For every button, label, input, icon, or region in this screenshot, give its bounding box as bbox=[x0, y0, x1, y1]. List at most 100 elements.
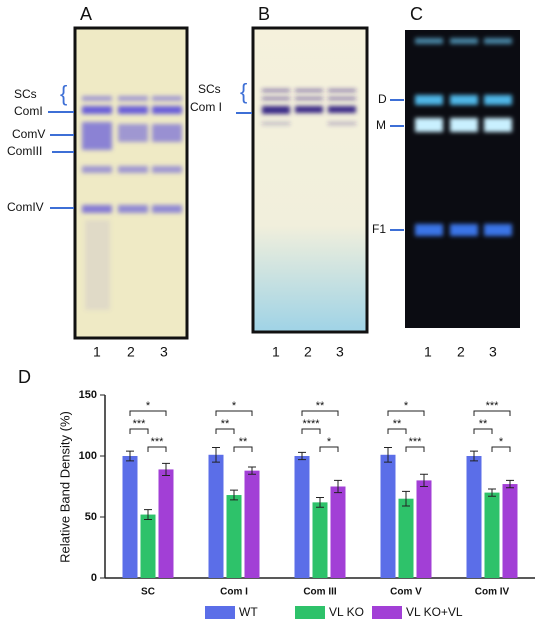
error-bar bbox=[298, 451, 306, 461]
bar bbox=[398, 498, 414, 578]
sig-label: ** bbox=[479, 418, 488, 430]
sig-bracket bbox=[473, 410, 511, 416]
legend-label: VL KO bbox=[329, 605, 364, 619]
panel-label: B bbox=[258, 4, 270, 24]
sig-bracket bbox=[301, 410, 339, 416]
band-label: ComIII bbox=[7, 144, 42, 158]
band-label: D bbox=[378, 92, 387, 106]
sig-bracket bbox=[129, 428, 149, 434]
lane-label: 2 bbox=[304, 344, 312, 360]
bar bbox=[330, 486, 346, 578]
sig-bracket bbox=[233, 446, 253, 452]
gel-bands bbox=[82, 96, 182, 310]
band-label: ComV bbox=[12, 127, 45, 141]
y-axis-title: Relative Band Density (%) bbox=[57, 411, 72, 563]
band-label: ComIV bbox=[7, 200, 44, 214]
bar bbox=[466, 456, 482, 578]
gel bbox=[405, 30, 520, 328]
error-bar bbox=[402, 490, 410, 507]
lane-label: 1 bbox=[272, 344, 280, 360]
sig-bracket bbox=[387, 428, 407, 434]
error-bar bbox=[126, 450, 134, 462]
lane-label: 1 bbox=[424, 344, 432, 360]
sig-bracket bbox=[387, 410, 425, 416]
bar bbox=[294, 456, 310, 578]
lane-label: 2 bbox=[457, 344, 465, 360]
bar bbox=[122, 456, 138, 578]
bar bbox=[208, 454, 224, 578]
sig-bracket bbox=[215, 428, 235, 434]
panel-label: A bbox=[80, 4, 92, 24]
legend-swatch bbox=[295, 606, 325, 619]
bar bbox=[140, 514, 156, 578]
band-label: Com I bbox=[190, 100, 222, 114]
error-bar bbox=[212, 446, 220, 463]
y-tick-label: 50 bbox=[85, 511, 97, 523]
sig-label: *** bbox=[486, 400, 500, 412]
legend-label: VL KO+VL bbox=[406, 605, 463, 619]
error-bar bbox=[334, 479, 342, 494]
error-bar bbox=[470, 450, 478, 462]
bar bbox=[158, 469, 174, 578]
band-label: SCs bbox=[198, 82, 221, 96]
sig-bracket bbox=[301, 428, 321, 434]
panel-label: D bbox=[18, 367, 31, 387]
lane-label: 3 bbox=[336, 344, 344, 360]
sig-label: ** bbox=[393, 418, 402, 430]
sig-label: *** bbox=[133, 418, 147, 430]
sig-bracket bbox=[473, 428, 493, 434]
gel bbox=[251, 26, 369, 334]
sig-label: *** bbox=[409, 436, 423, 448]
lane-label: 1 bbox=[93, 344, 101, 360]
legend-swatch bbox=[205, 606, 235, 619]
sig-bracket bbox=[215, 410, 253, 416]
lane-label: 3 bbox=[489, 344, 497, 360]
error-bar bbox=[384, 446, 392, 463]
sig-bracket bbox=[319, 446, 339, 452]
error-bar bbox=[230, 489, 238, 501]
legend-swatch bbox=[372, 606, 402, 619]
error-bar bbox=[248, 466, 256, 475]
error-bar bbox=[506, 479, 514, 489]
x-tick-label: Com V bbox=[390, 587, 422, 598]
lane-label: 2 bbox=[127, 344, 135, 360]
x-tick-label: Com I bbox=[220, 587, 248, 598]
y-tick-label: 150 bbox=[79, 389, 97, 401]
sig-label: * bbox=[404, 400, 409, 412]
sig-bracket bbox=[405, 446, 425, 452]
error-bar bbox=[488, 488, 496, 497]
sig-label: * bbox=[327, 436, 332, 448]
bar bbox=[312, 502, 328, 578]
lane-label: 3 bbox=[160, 344, 168, 360]
sig-label: * bbox=[499, 436, 504, 448]
sig-bracket bbox=[147, 446, 167, 452]
band-label: F1 bbox=[372, 222, 386, 236]
sig-label: * bbox=[146, 400, 151, 412]
error-bar bbox=[162, 462, 170, 477]
bar bbox=[244, 470, 260, 578]
bracket: { bbox=[60, 81, 67, 106]
sig-label: *** bbox=[151, 436, 165, 448]
legend-label: WT bbox=[239, 605, 258, 619]
gel-bands bbox=[262, 89, 356, 125]
bracket: { bbox=[240, 79, 247, 104]
bar bbox=[380, 454, 396, 578]
band-label: SCs bbox=[14, 87, 37, 101]
x-tick-label: Com III bbox=[303, 587, 337, 598]
sig-label: **** bbox=[302, 418, 320, 430]
sig-label: ** bbox=[239, 436, 248, 448]
x-tick-label: Com IV bbox=[475, 587, 510, 598]
y-tick-label: 0 bbox=[91, 572, 97, 584]
sig-label: * bbox=[232, 400, 237, 412]
bar bbox=[484, 492, 500, 578]
sig-bracket bbox=[491, 446, 511, 452]
gel-bands bbox=[415, 38, 512, 236]
bar bbox=[416, 480, 432, 578]
error-bar bbox=[420, 473, 428, 487]
bar bbox=[502, 484, 518, 578]
sig-label: ** bbox=[316, 400, 325, 412]
error-bar bbox=[316, 496, 324, 508]
band-label: ComI bbox=[14, 104, 43, 118]
bar bbox=[226, 495, 242, 578]
